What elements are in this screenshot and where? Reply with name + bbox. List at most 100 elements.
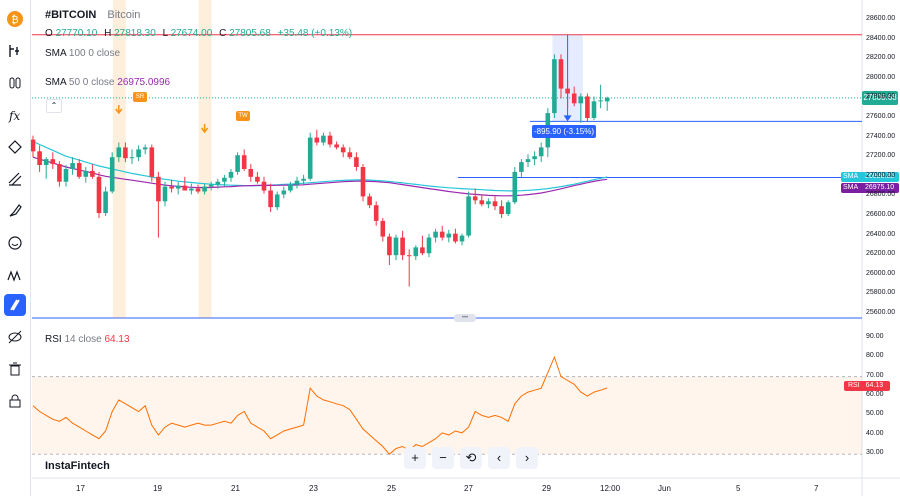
candle	[446, 233, 452, 238]
close-label: C	[219, 28, 227, 39]
sma50-line	[32, 156, 608, 197]
candle	[472, 196, 478, 201]
price-tick-label: 28600.00	[866, 15, 896, 22]
sma100-name: SMA	[45, 48, 67, 59]
rsi-tick-label: 30.00	[866, 449, 884, 457]
candle	[519, 162, 524, 172]
reset-chart-button[interactable]: ⟲	[460, 447, 482, 469]
candle	[433, 231, 438, 238]
candle	[360, 167, 366, 197]
lock-icon[interactable]	[4, 390, 26, 412]
event-arrow-icon	[201, 124, 209, 134]
candle	[532, 156, 537, 160]
fib-icon[interactable]	[4, 168, 26, 190]
rsi-tick-label: 80.00	[866, 352, 884, 360]
sma100-legend[interactable]: SMA 100 0 close	[45, 48, 120, 59]
sma50-params: 50 0 close	[68, 77, 115, 88]
svg-text:₿: ₿	[11, 14, 18, 26]
time-tick-label: 7	[814, 484, 819, 493]
pane-divider-handle[interactable]: •••	[454, 314, 476, 322]
candle	[380, 220, 386, 237]
candle	[30, 139, 36, 152]
magnet-icon[interactable]	[4, 294, 26, 316]
time-tick-label: 29	[542, 484, 551, 493]
candle	[373, 205, 379, 221]
candle	[334, 144, 339, 148]
candle	[90, 170, 95, 177]
candle	[301, 178, 306, 181]
emoji-icon[interactable]	[4, 232, 26, 254]
open-label: O	[45, 28, 53, 39]
candle	[354, 157, 359, 167]
scroll-back-button[interactable]: ‹	[488, 447, 510, 469]
candle	[327, 135, 333, 145]
chart-type-icon[interactable]	[4, 40, 26, 62]
time-tick-label: 27	[464, 484, 473, 493]
price-tick-label: 25600.00	[866, 309, 896, 316]
scroll-forward-button[interactable]: ›	[516, 447, 538, 469]
candle	[499, 206, 504, 215]
event-tag-tw[interactable]: TW	[236, 111, 250, 121]
sma100-badge: SMA 26998.35	[841, 172, 899, 182]
pattern-icon[interactable]	[4, 264, 26, 286]
sma50-legend[interactable]: SMA 50 0 close 26975.0996	[45, 77, 170, 88]
sma50-badge: SMA 26975.10	[841, 183, 899, 193]
candle	[228, 171, 234, 178]
rsi-badge: RSI 64.13	[844, 381, 890, 391]
svg-text:fx: fx	[8, 109, 20, 123]
price-tick-label: 26200.00	[866, 250, 896, 258]
zoom-in-button[interactable]: +	[404, 447, 426, 469]
candle	[255, 176, 260, 182]
candle	[552, 59, 557, 114]
bitcoin-logo: ₿	[4, 8, 26, 30]
candle	[248, 168, 254, 177]
event-arrow-icon	[115, 105, 123, 115]
price-tick-label: 27000.00	[866, 171, 896, 179]
event-tag-sr[interactable]: SR	[133, 92, 147, 102]
candle	[149, 147, 155, 177]
price-tick-label: 26600.00	[866, 211, 896, 218]
formula-icon[interactable]: fx	[4, 104, 26, 126]
candle	[307, 137, 313, 179]
candle	[43, 159, 49, 166]
rsi-legend[interactable]: RSI 14 close 64.13	[45, 334, 130, 345]
rsi-tick-label: 40.00	[866, 429, 884, 437]
candle	[340, 147, 346, 153]
collapse-legend-icon[interactable]: ⌃	[46, 99, 62, 113]
symbol-legend: #BITCOIN Bitcoin	[45, 9, 140, 21]
candle	[175, 185, 181, 189]
rsi-tick-label: 90.00	[866, 332, 884, 340]
candle	[70, 163, 75, 169]
trend-line-icon[interactable]	[4, 136, 26, 158]
candle	[466, 196, 471, 236]
brush-icon[interactable]	[4, 200, 26, 222]
candle	[591, 101, 597, 118]
candle	[261, 181, 267, 191]
candle	[512, 171, 518, 203]
indicators-icon[interactable]	[4, 72, 26, 94]
candle	[565, 88, 570, 94]
time-tick-label: 23	[309, 484, 318, 493]
candle	[182, 185, 188, 191]
last-price-badge: 27805.68	[862, 91, 898, 105]
time-tick-label: Jun	[658, 484, 671, 493]
price-tick-label: 28200.00	[866, 54, 896, 62]
candle	[525, 159, 531, 163]
time-tick-label: 17	[76, 484, 85, 493]
candle	[123, 147, 128, 159]
price-tick-label: 27200.00	[866, 152, 896, 160]
high-label: H	[104, 28, 112, 39]
measure-label: -895.90 (-3.15%)	[532, 125, 596, 138]
open-value: 27770.10	[55, 28, 98, 39]
candle	[96, 176, 102, 214]
price-tick-label: 26800.00	[866, 191, 896, 199]
candle	[57, 164, 62, 182]
candle	[274, 194, 280, 208]
trash-icon[interactable]	[4, 358, 26, 380]
sma50-badge-label: SMA	[843, 184, 859, 191]
candle	[459, 235, 465, 242]
zoom-out-button[interactable]: −	[432, 447, 454, 469]
eye-hide-icon[interactable]	[4, 326, 26, 348]
sma50-name: SMA	[45, 77, 67, 88]
